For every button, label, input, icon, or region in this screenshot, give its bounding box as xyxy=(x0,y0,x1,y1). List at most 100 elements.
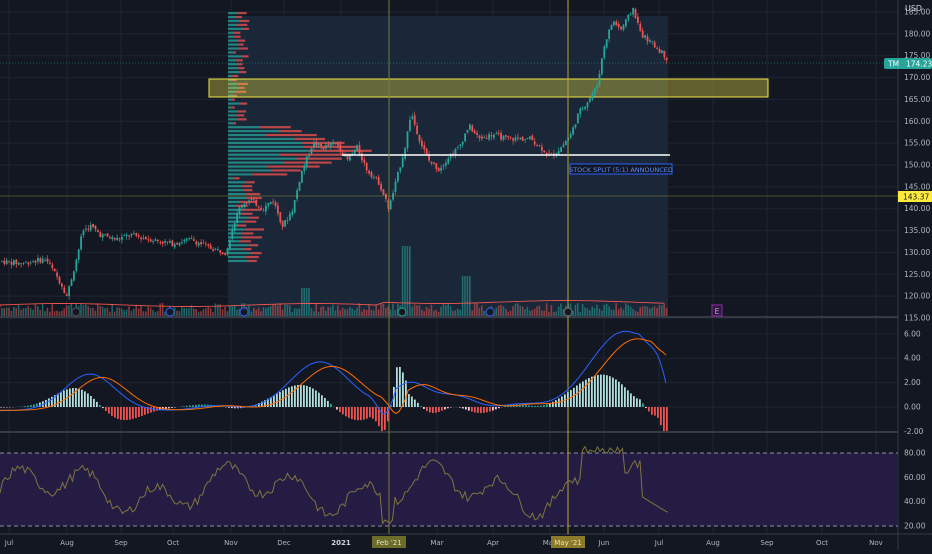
split-annotation: STOCK SPLIT (5:1) ANNOUNCED xyxy=(569,166,673,174)
macd-histogram-bar xyxy=(168,407,170,408)
volume-bar xyxy=(476,303,478,316)
volume-bar xyxy=(275,304,277,316)
volume-bar xyxy=(215,303,217,316)
candle-body xyxy=(116,238,118,241)
profile-bar-down xyxy=(236,16,242,18)
volume-bar xyxy=(385,308,387,316)
volume-bar xyxy=(613,310,615,316)
macd-histogram-bar xyxy=(642,403,644,407)
volume-bar xyxy=(558,307,560,316)
macd-histogram-bar xyxy=(69,388,71,407)
candle-body xyxy=(522,137,524,141)
profile-bar-up xyxy=(228,16,236,18)
candle-body xyxy=(56,273,58,277)
candle-body xyxy=(531,136,533,141)
candle-body xyxy=(78,249,80,259)
volume-bar xyxy=(623,309,625,316)
volume-bar xyxy=(90,308,92,316)
candle-body xyxy=(366,163,368,171)
event-marker xyxy=(398,308,406,316)
candle-body xyxy=(380,184,382,190)
candle-body xyxy=(416,126,418,134)
volume-bar xyxy=(260,311,262,316)
macd-histogram-bar xyxy=(285,389,287,407)
last-price-value: 174.23 xyxy=(906,60,932,69)
volume-bar xyxy=(272,304,274,316)
volume-bar xyxy=(8,308,10,316)
candle-body xyxy=(102,234,104,237)
candle-body xyxy=(37,258,39,261)
candle-body xyxy=(505,135,507,136)
candle-body xyxy=(510,137,512,138)
price-axis[interactable]: 185.00180.00175.00170.00165.00160.00155.… xyxy=(904,8,930,323)
volume-bar xyxy=(483,311,485,316)
time-tick-label: Dec xyxy=(277,539,291,547)
price-tick-label: 150.00 xyxy=(904,161,930,170)
candle-body xyxy=(606,39,608,47)
profile-bar-up xyxy=(228,189,243,191)
candle-body xyxy=(332,143,334,144)
volume-bar xyxy=(375,305,377,316)
volume-bar xyxy=(459,310,461,316)
macd-histogram-bar xyxy=(327,401,329,407)
volume-bar xyxy=(308,288,310,316)
volume-bar xyxy=(531,310,533,316)
candle-body xyxy=(515,137,517,140)
volume-bar xyxy=(56,311,58,316)
time-tick-label: Aug xyxy=(60,539,74,547)
profile-bar-up xyxy=(228,114,236,116)
profile-bar-up xyxy=(228,217,248,219)
candle-body xyxy=(623,25,625,29)
macd-histogram-bar xyxy=(354,407,356,420)
volume-bar xyxy=(198,312,200,316)
macd-histogram-bar xyxy=(366,407,368,419)
candle-body xyxy=(186,239,188,241)
candle-body xyxy=(560,147,562,152)
volume-bar xyxy=(102,307,104,316)
candle-body xyxy=(378,177,380,185)
profile-bar-up xyxy=(228,71,239,73)
volume-bar xyxy=(620,307,622,316)
profile-bar-down xyxy=(248,217,258,219)
candle-body xyxy=(584,107,586,109)
macd-histogram-bar xyxy=(318,393,320,407)
macd-histogram-bar xyxy=(573,388,575,407)
volume-bar xyxy=(455,310,457,316)
volume-bar xyxy=(361,311,363,316)
profile-bar-down xyxy=(233,122,236,124)
candle-body xyxy=(500,133,502,140)
macd-histogram-bar xyxy=(411,397,413,407)
candle-body xyxy=(402,158,404,167)
volume-bar xyxy=(299,308,301,316)
volume-bar xyxy=(23,308,25,316)
macd-histogram-bar xyxy=(273,395,275,407)
volume-bar xyxy=(503,306,505,316)
candle-body xyxy=(479,136,481,138)
candle-body xyxy=(356,146,358,151)
volume-bar xyxy=(553,312,555,316)
profile-bar-up xyxy=(228,150,309,152)
volume-bar xyxy=(625,303,627,316)
candle-body xyxy=(419,135,421,141)
volume-bar xyxy=(594,308,596,316)
candle-body xyxy=(87,229,89,230)
volume-bar xyxy=(85,305,87,316)
candle-body xyxy=(611,25,613,29)
price-tick-label: 170.00 xyxy=(904,73,930,82)
macd-histogram-bar xyxy=(342,407,344,414)
candle-body xyxy=(644,35,646,37)
resistance-zone[interactable] xyxy=(209,79,768,97)
volume-bar xyxy=(342,308,344,316)
macd-histogram-bar xyxy=(408,394,410,407)
time-tick-label: Sep xyxy=(760,539,774,547)
volume-bar xyxy=(363,309,365,316)
volume-bar xyxy=(229,306,231,316)
volume-bar xyxy=(263,307,265,316)
rsi-tick-label: 20.00 xyxy=(904,522,926,531)
macd-axis[interactable]: 6.004.002.000.00-2.00 xyxy=(904,329,924,436)
volume-bar xyxy=(666,308,668,316)
macd-histogram-bar xyxy=(666,407,668,452)
